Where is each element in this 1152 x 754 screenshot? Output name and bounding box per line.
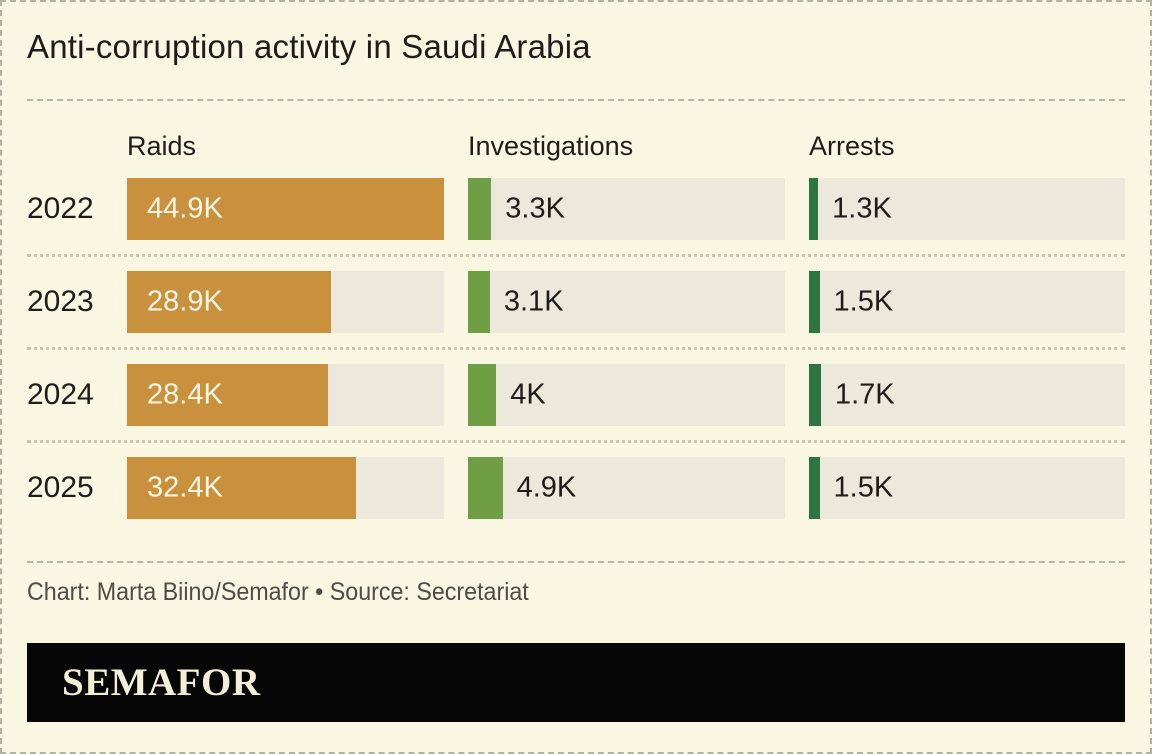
row-separator [27, 347, 1125, 350]
title-separator [27, 99, 1125, 101]
bar-fill-arrests-2022 [809, 178, 819, 240]
bar-fill-investigations-2024 [468, 364, 497, 426]
bar-value-investigations-2023: 3.1K [503, 285, 564, 318]
year-label-2025: 2025 [27, 471, 94, 504]
bar-track-investigations-2024: 4K [468, 364, 785, 426]
bar-value-investigations-2025: 4.9K [516, 471, 577, 504]
bar-track-raids-2025: 32.4K [127, 457, 444, 519]
bar-fill-investigations-2022 [468, 178, 492, 240]
bar-fill-arrests-2025 [809, 457, 820, 519]
year-label-2023: 2023 [27, 285, 94, 318]
bar-track-raids-2023: 28.9K [127, 271, 444, 333]
page-title: Anti-corruption activity in Saudi Arabia [27, 28, 591, 65]
bar-value-investigations-2024: 4K [510, 378, 546, 411]
bar-track-arrests-2023: 1.5K [809, 271, 1125, 333]
semafor-logo-bar: SEMAFOR [27, 643, 1125, 722]
bar-track-arrests-2022: 1.3K [809, 178, 1125, 240]
corner-spacer [27, 162, 103, 178]
bar-track-investigations-2025: 4.9K [468, 457, 785, 519]
column-header-raids: Raids [127, 131, 197, 161]
semafor-wordmark: SEMAFOR [62, 661, 261, 704]
bar-track-raids-2022: 44.9K [127, 178, 444, 240]
bar-track-raids-2024: 28.4K [127, 364, 444, 426]
column-header-investigations: Investigations [468, 131, 634, 161]
bar-fill-raids-2025 [127, 457, 356, 519]
bar-track-investigations-2023: 3.1K [468, 271, 785, 333]
row-separator [27, 254, 1125, 257]
bar-value-arrests-2024: 1.7K [834, 378, 895, 411]
bar-value-arrests-2022: 1.3K [832, 192, 892, 225]
bar-fill-raids-2024 [127, 364, 328, 426]
bar-fill-raids-2023 [127, 271, 332, 333]
chart-grid: Raids Investigations Arrests 2022 44.9K 3.… [27, 131, 1125, 519]
bar-fill-investigations-2025 [468, 457, 503, 519]
bar-value-raids-2025: 32.4K [147, 471, 223, 504]
bar-value-arrests-2025: 1.5K [833, 471, 894, 504]
bar-value-arrests-2023: 1.5K [833, 285, 894, 318]
bar-fill-arrests-2023 [809, 271, 820, 333]
year-label-2024: 2024 [27, 378, 94, 411]
bar-fill-arrests-2024 [809, 364, 821, 426]
bar-value-raids-2023: 28.9K [147, 285, 223, 318]
bar-fill-investigations-2023 [468, 271, 490, 333]
row-separator [27, 440, 1125, 443]
chart-attribution: Chart: Marta Biino/Semafor • Source: Sec… [27, 578, 529, 606]
bar-value-raids-2024: 28.4K [147, 378, 223, 411]
bar-value-raids-2022: 44.9K [147, 192, 223, 225]
column-header-arrests: Arrests [809, 131, 895, 161]
bar-track-investigations-2022: 3.3K [468, 178, 785, 240]
bar-track-arrests-2024: 1.7K [809, 364, 1125, 426]
bar-track-arrests-2025: 1.5K [809, 457, 1125, 519]
year-label-2022: 2022 [27, 192, 94, 225]
caption-separator [27, 561, 1125, 563]
bar-fill-raids-2022 [127, 178, 444, 240]
bar-value-investigations-2022: 3.3K [505, 192, 565, 225]
